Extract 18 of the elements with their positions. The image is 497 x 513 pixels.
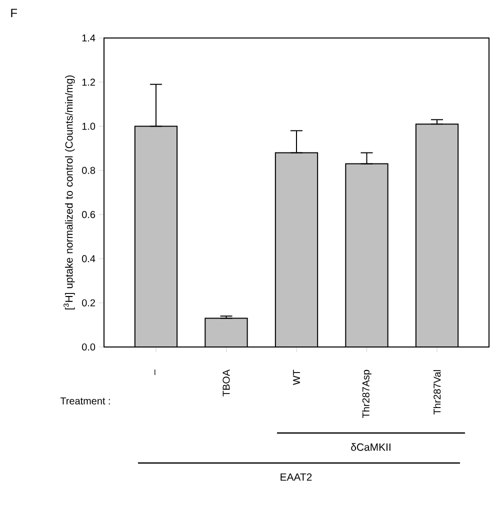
x-tick-label: –	[154, 370, 156, 376]
y-tick-label: 0.0	[82, 343, 96, 351]
x-tick-label: WT	[293, 370, 300, 385]
y-tick-label: 1.2	[82, 78, 95, 86]
x-tick-label: Thr287Asp	[362, 370, 372, 418]
y-tick-label: 1.4	[82, 34, 96, 42]
y-tick-label: 0.2	[82, 299, 95, 306]
y-axis-title: [$^{3}$H] uptake normalized to control (Counts/min/mg)	[64, 75, 75, 310]
x-tick-label: Thr287Val	[433, 370, 441, 415]
text: EAAT2	[280, 473, 312, 481]
y-tick-label: 1.0	[82, 122, 96, 130]
text: Treatment :	[60, 398, 110, 404]
text: δCaMKII	[351, 443, 390, 451]
y-tick-label: 0.6	[82, 211, 96, 218]
x-tick-label: TBOA	[222, 370, 230, 396]
text: F	[11, 8, 18, 18]
y-tick-label: 0.8	[82, 166, 96, 174]
y-tick-label: 0.4	[82, 255, 96, 262]
